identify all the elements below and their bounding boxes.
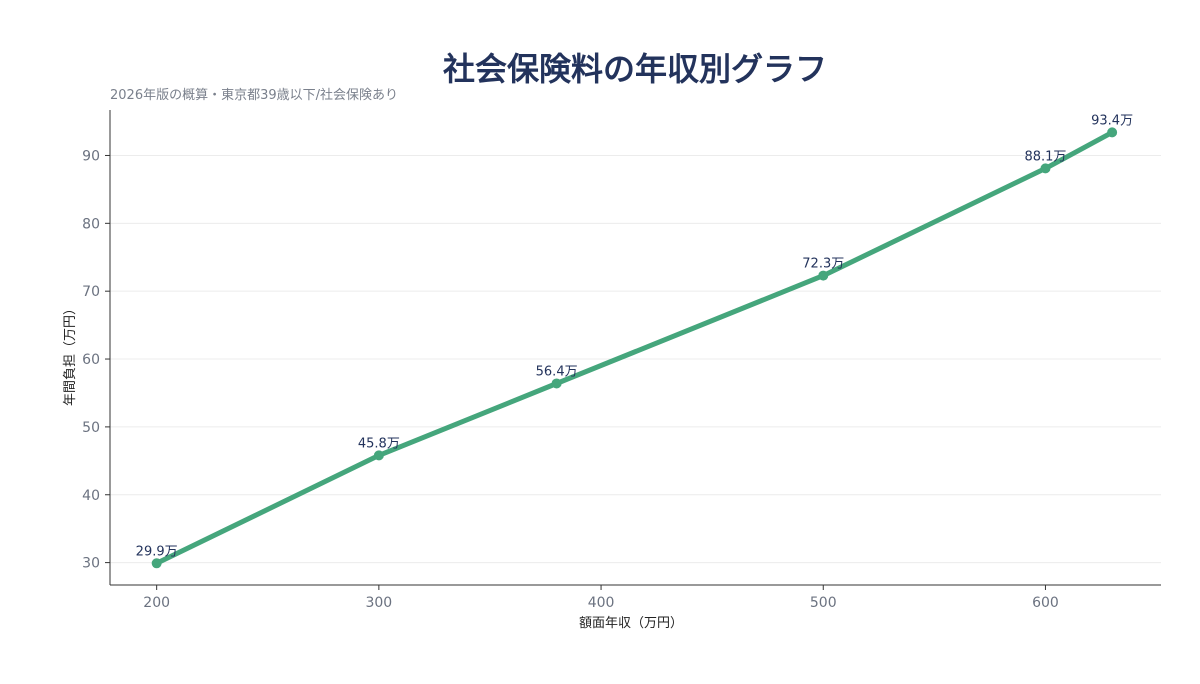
data-point <box>151 558 162 569</box>
axes <box>105 110 1161 590</box>
x-tick-label: 400 <box>588 595 615 611</box>
data-point <box>551 378 562 389</box>
y-axis-label: 年間負担（万円） <box>63 302 78 406</box>
x-tick-label: 300 <box>365 595 392 611</box>
chart-title: 社会保険料の年収別グラフ <box>443 50 827 88</box>
data-label: 45.8万 <box>358 436 400 451</box>
y-tick-label: 60 <box>82 352 100 368</box>
data-label: 93.4万 <box>1091 113 1133 128</box>
gridlines <box>110 154 1161 564</box>
tick-labels: 30 40 50 60 70 80 90 200 300 400 500 600 <box>82 148 1059 611</box>
data-labels: 29.9万 45.8万 56.4万 72.3万 88.1万 93.4万 <box>136 113 1133 559</box>
y-tick-label: 70 <box>82 284 100 300</box>
data-point <box>1107 127 1118 138</box>
y-tick-label: 50 <box>82 420 100 436</box>
data-label: 88.1万 <box>1024 149 1066 164</box>
data-point <box>373 450 384 461</box>
data-label: 29.9万 <box>136 544 178 559</box>
x-tick-label: 500 <box>810 595 837 611</box>
data-label: 72.3万 <box>802 257 844 272</box>
y-tick-label: 30 <box>82 556 100 572</box>
data-label: 56.4万 <box>536 364 578 379</box>
x-tick-label: 200 <box>143 595 170 611</box>
y-tick-label: 40 <box>82 488 100 504</box>
series-group <box>151 127 1118 569</box>
data-point <box>1040 163 1051 174</box>
x-axis-label: 額面年収（万円） <box>579 616 683 631</box>
series-line <box>154 129 1115 566</box>
chart-subtitle: 2026年版の概算・東京都39歳以下/社会保険あり <box>110 87 398 103</box>
data-point <box>818 270 829 281</box>
y-tick-label: 80 <box>82 216 100 232</box>
y-tick-label: 90 <box>82 148 100 164</box>
x-tick-label: 600 <box>1032 595 1059 611</box>
